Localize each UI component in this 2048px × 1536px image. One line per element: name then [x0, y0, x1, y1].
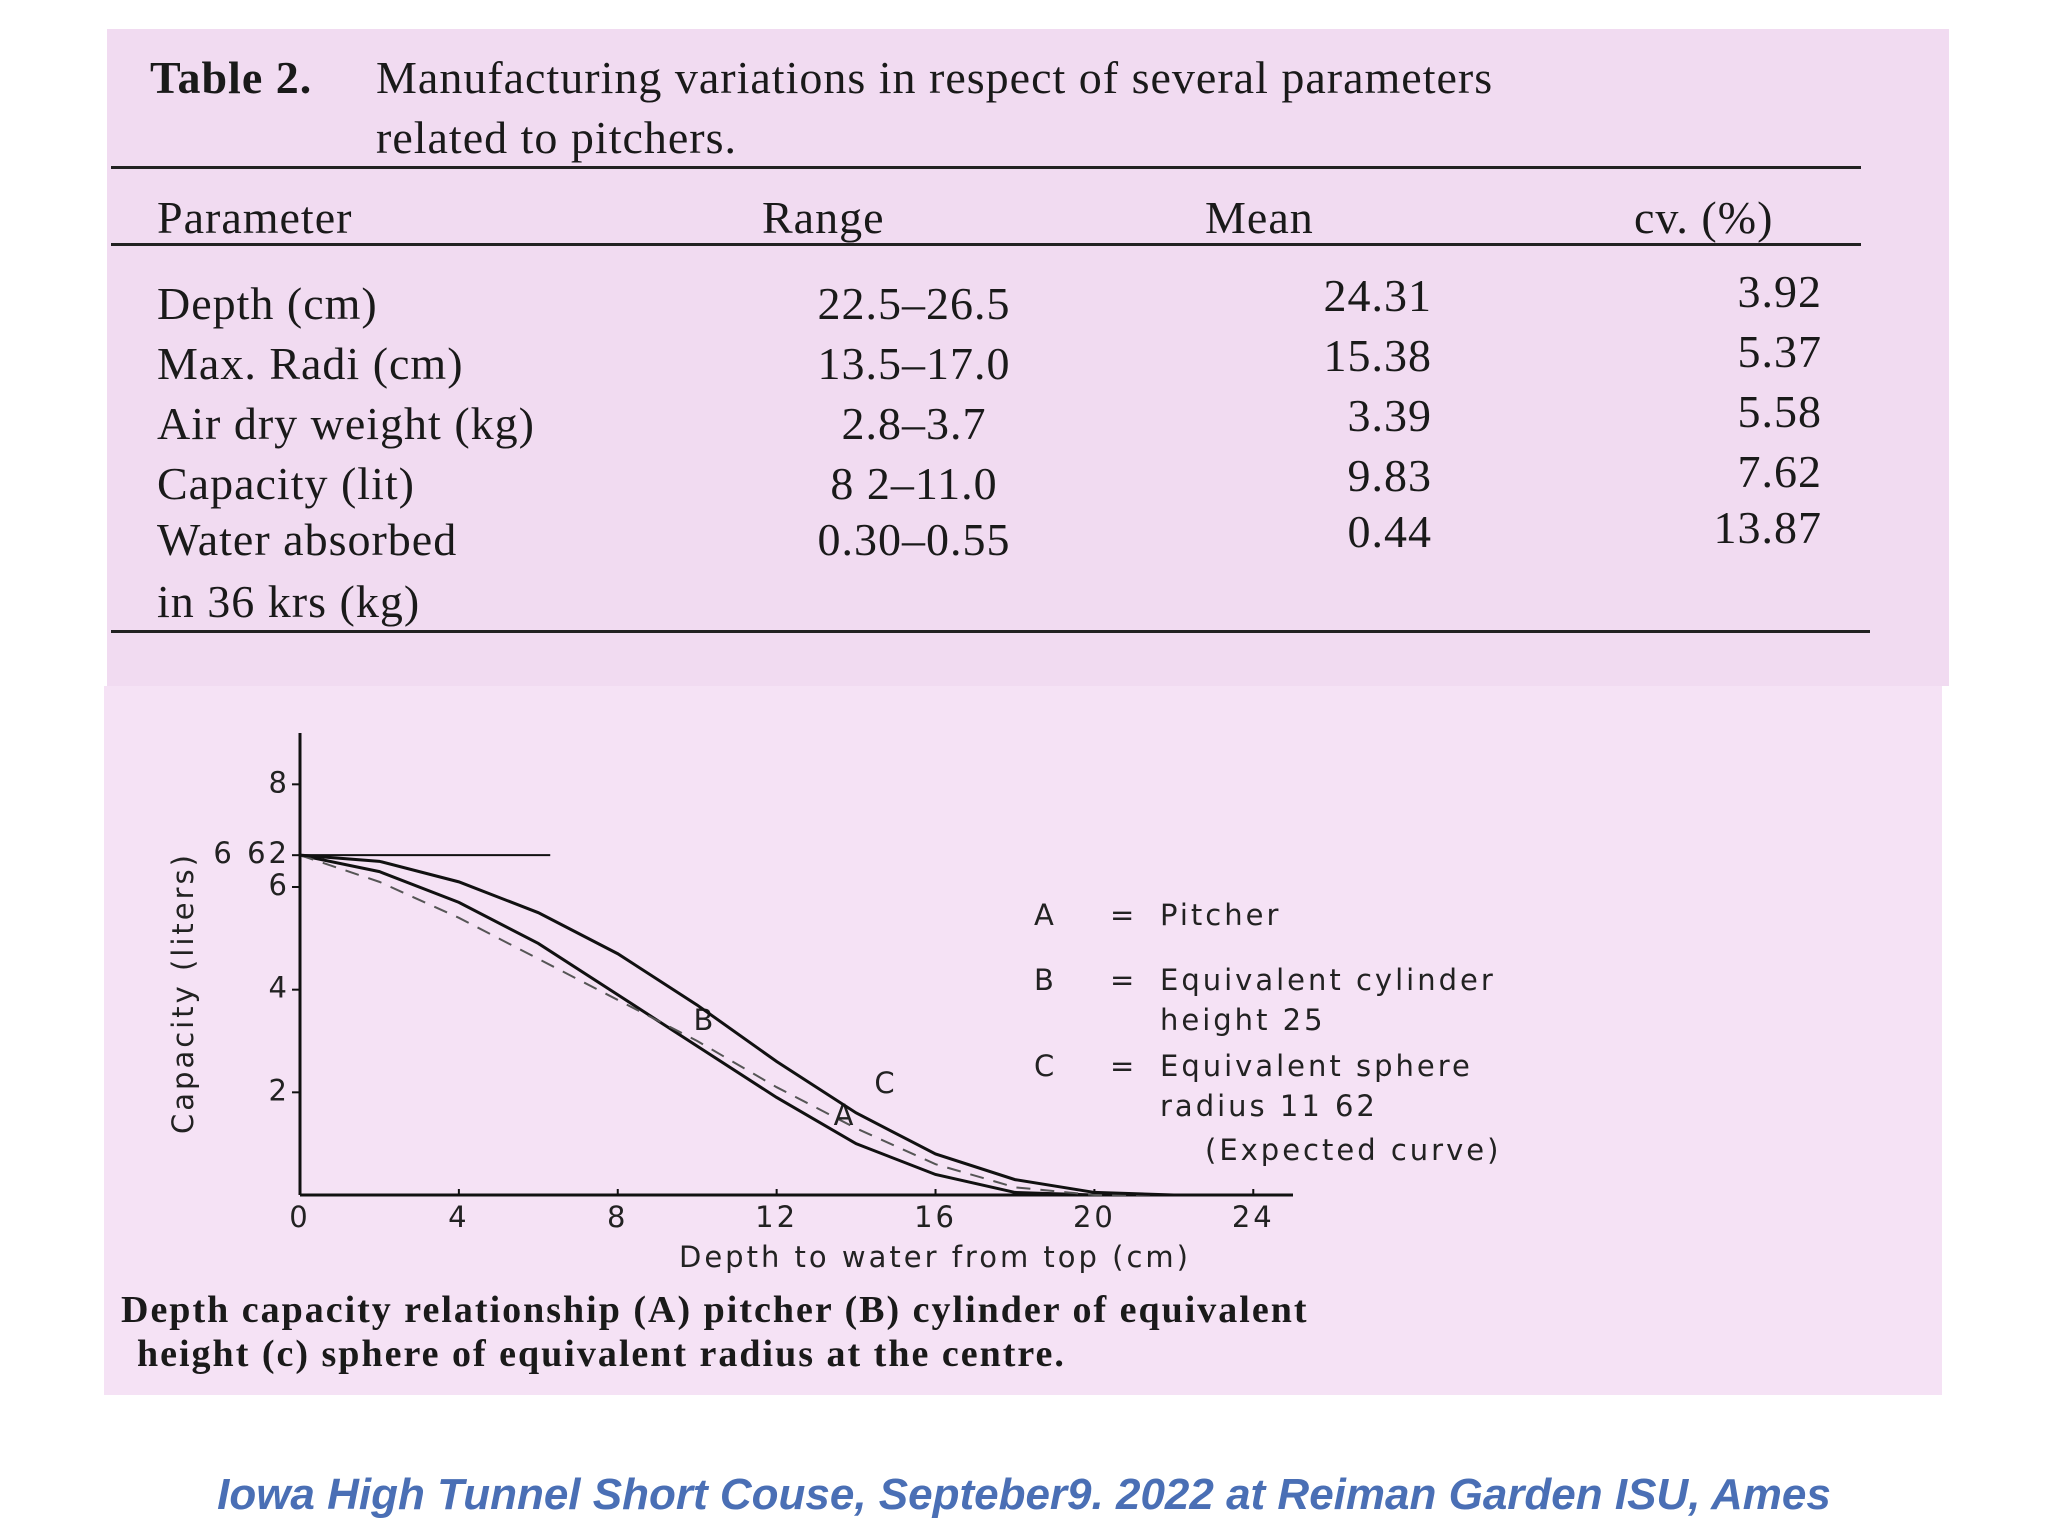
range-cell: 8 2–11.0 — [830, 458, 998, 509]
legend-sign: = — [1110, 1049, 1137, 1083]
range-cell: 13.5–17.0 — [817, 338, 1011, 389]
cv-cell: 3.92 — [1737, 266, 1822, 317]
y-tick-label: 2 — [269, 1073, 290, 1107]
y-tick-label: 6 — [269, 868, 290, 902]
parameter-cell: Water absorbed — [157, 514, 458, 565]
figure-panel — [104, 686, 1942, 1395]
parameter-cell: Air dry weight (kg) — [157, 398, 535, 449]
legend-text: height 25 — [1160, 1003, 1326, 1037]
mean-cell: 0.44 — [1347, 506, 1432, 557]
y-tick-label: 6 62 — [213, 836, 290, 870]
legend-sign: = — [1110, 898, 1137, 932]
cv-cell: 7.62 — [1737, 446, 1822, 497]
rule — [111, 166, 1861, 169]
mean-cell: 9.83 — [1347, 450, 1432, 501]
range-cell: 0.30–0.55 — [817, 514, 1011, 565]
y-tick-label: 8 — [269, 765, 290, 799]
cv-cell: 5.58 — [1737, 386, 1822, 437]
cv-cell: 13.87 — [1713, 502, 1822, 553]
footer: Iowa High Tunnel Short Couse, Septeber9.… — [217, 1470, 1831, 1519]
parameter-cell: Max. Radi (cm) — [157, 338, 464, 389]
curve — [299, 853, 1254, 1197]
x-tick-label: 24 — [1232, 1200, 1275, 1234]
table-header: Range — [762, 192, 885, 243]
legend-text: Equivalent cylinder — [1160, 963, 1496, 997]
curve — [299, 854, 1254, 1196]
mean-cell: 3.39 — [1347, 390, 1432, 441]
rule — [111, 630, 1870, 633]
legend-key: B — [1034, 963, 1057, 997]
legend-text: Equivalent sphere — [1160, 1049, 1473, 1083]
range-cell: 2.8–3.7 — [841, 398, 987, 449]
parameter-cell: Depth (cm) — [157, 278, 378, 329]
legend-sign: = — [1110, 963, 1137, 997]
x-tick-label: 20 — [1073, 1200, 1116, 1234]
table-header: Mean — [1205, 192, 1314, 243]
y-tick-label: 4 — [269, 971, 290, 1005]
table-title: related to pitchers. — [376, 112, 738, 163]
y-axis-label: Capacity (liters) — [166, 852, 200, 1134]
table-title: Manufacturing variations in respect of s… — [376, 52, 1494, 103]
figure-caption: height (c) sphere of equivalent radius a… — [137, 1333, 1066, 1375]
figure-caption: Depth capacity relationship (A) pitcher … — [121, 1289, 1309, 1331]
parameter-cell: Capacity (lit) — [157, 458, 415, 509]
x-tick-label: 0 — [289, 1200, 310, 1234]
legend-text: Pitcher — [1160, 898, 1281, 932]
x-tick-label: 16 — [914, 1200, 957, 1234]
x-axis-label: Depth to water from top (cm) — [679, 1240, 1191, 1274]
mean-cell: 24.31 — [1323, 270, 1432, 321]
legend-text: (Expected curve) — [1205, 1133, 1501, 1167]
legend-text: radius 11 62 — [1160, 1089, 1378, 1123]
rule — [111, 243, 1861, 246]
curve-label: A — [834, 1098, 857, 1132]
mean-cell: 15.38 — [1323, 330, 1432, 381]
range-cell: 22.5–26.5 — [817, 278, 1011, 329]
x-tick-label: 4 — [448, 1200, 469, 1234]
table-label: Table 2. — [150, 52, 313, 103]
legend-key: A — [1034, 898, 1057, 932]
legend-key: C — [1034, 1049, 1057, 1083]
curve-label: C — [874, 1066, 897, 1100]
table-header: cv. (%) — [1634, 192, 1774, 243]
table-panel — [107, 29, 1949, 686]
parameter-cell: in 36 krs (kg) — [157, 576, 421, 627]
table-header: Parameter — [157, 192, 353, 243]
x-tick-label: 12 — [755, 1200, 798, 1234]
curve-label: B — [694, 1003, 717, 1037]
x-tick-label: 8 — [607, 1200, 628, 1234]
cv-cell: 5.37 — [1737, 326, 1822, 377]
